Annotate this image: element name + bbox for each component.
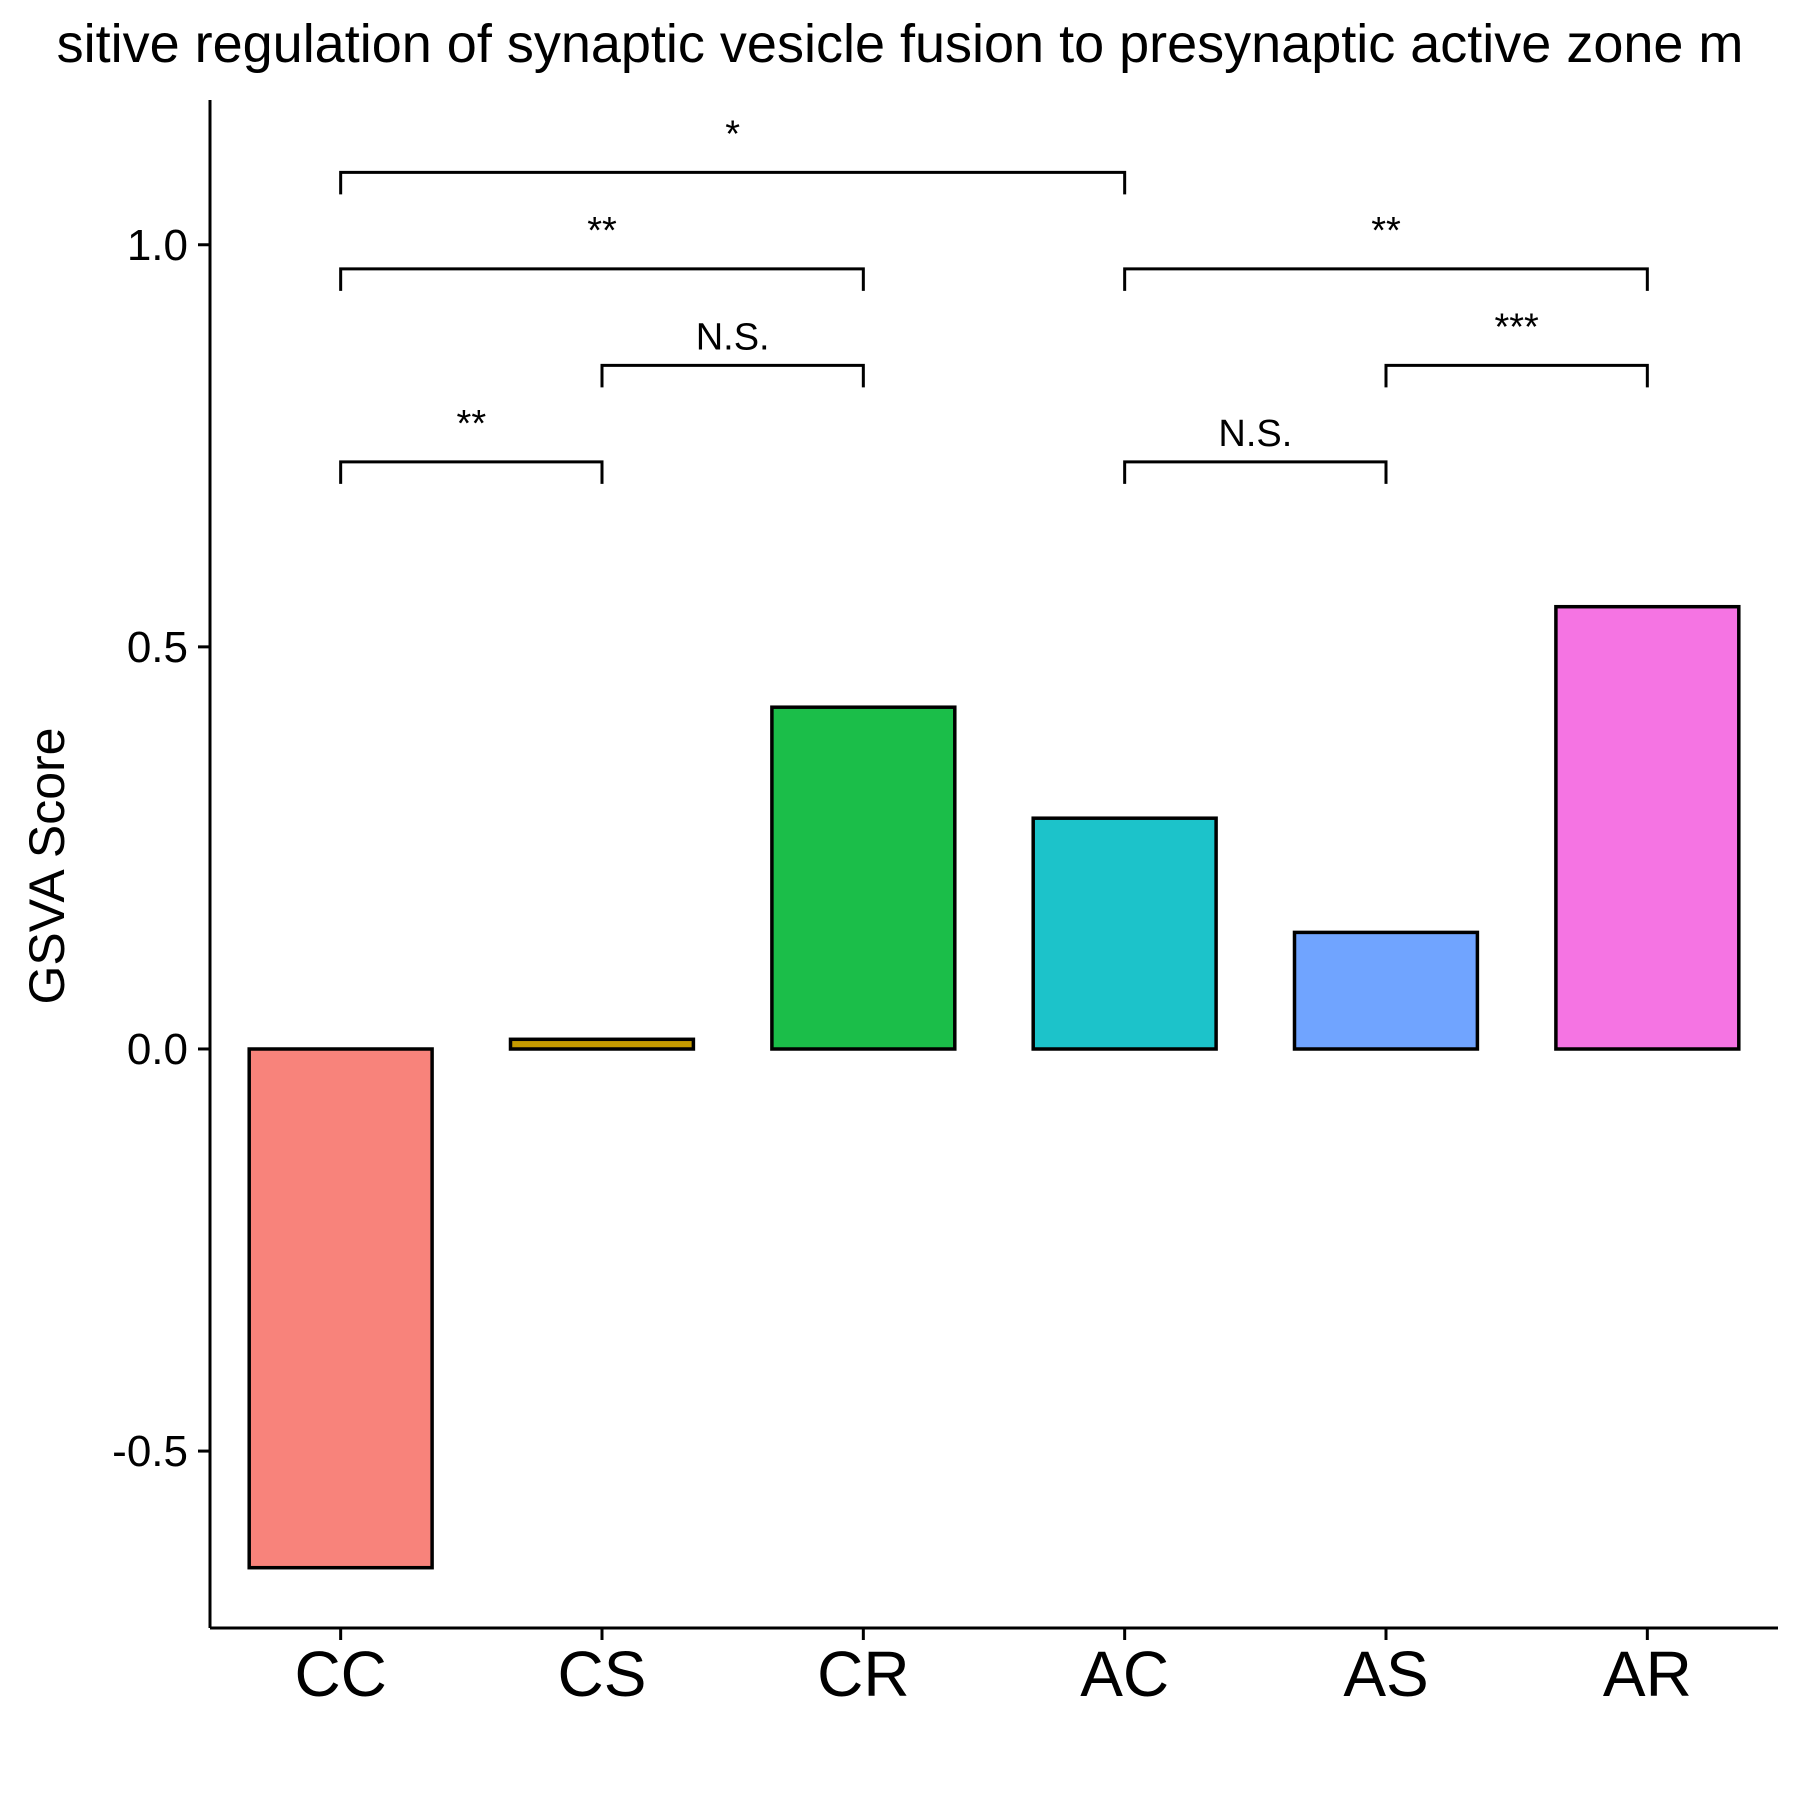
bar-as bbox=[1292, 930, 1480, 1051]
y-tick-label: 0.5 bbox=[127, 623, 188, 672]
bracket-as-ar bbox=[1384, 363, 1649, 388]
significance-label-cc-cr: ** bbox=[587, 210, 617, 252]
y-axis-ticks: -0.5 0.0 0.5 1.0 bbox=[112, 221, 210, 1476]
chart-title: sitive regulation of synaptic vesicle fu… bbox=[57, 14, 1744, 74]
x-tick-label-cr: CR bbox=[817, 1638, 909, 1710]
bracket-cs-cr bbox=[600, 363, 865, 388]
significance-label-cc-cs: ** bbox=[457, 403, 487, 445]
bars-layer bbox=[247, 604, 1741, 1570]
bracket-cc-ac bbox=[339, 170, 1127, 195]
x-tick-label-ac: AC bbox=[1080, 1638, 1169, 1710]
significance-label-as-ar: *** bbox=[1494, 306, 1539, 348]
significance-brackets: **N.S.***N.S.***** bbox=[339, 113, 1649, 484]
significance-label-ac-ar: ** bbox=[1371, 210, 1401, 252]
bracket-ac-as bbox=[1123, 460, 1388, 484]
x-tick-label-cc: CC bbox=[294, 1638, 386, 1710]
axes bbox=[208, 100, 1778, 1630]
y-tick-label: 1.0 bbox=[127, 221, 188, 270]
x-tick-label-ar: AR bbox=[1603, 1638, 1692, 1710]
y-axis-title: GSVA Score bbox=[19, 728, 75, 1005]
bar-cc bbox=[247, 1047, 434, 1570]
y-tick-label: 0.0 bbox=[127, 1025, 188, 1074]
bracket-cc-cr bbox=[339, 267, 865, 291]
significance-label-cc-ac: * bbox=[725, 113, 740, 155]
x-tick-label-cs: CS bbox=[558, 1638, 647, 1710]
significance-label-cs-cr: N.S. bbox=[696, 316, 770, 358]
bar-ar bbox=[1554, 604, 1741, 1051]
x-axis-ticks: CC CS CR AC AS AR bbox=[294, 1628, 1692, 1710]
bar-cs bbox=[508, 1037, 696, 1051]
bar-cr bbox=[770, 705, 957, 1051]
bracket-ac-ar bbox=[1123, 267, 1649, 291]
y-tick-label: -0.5 bbox=[112, 1427, 188, 1476]
significance-label-ac-as: N.S. bbox=[1218, 413, 1292, 455]
bracket-cc-cs bbox=[339, 460, 604, 484]
x-tick-label-as: AS bbox=[1343, 1638, 1428, 1710]
bar-ac bbox=[1031, 816, 1218, 1051]
